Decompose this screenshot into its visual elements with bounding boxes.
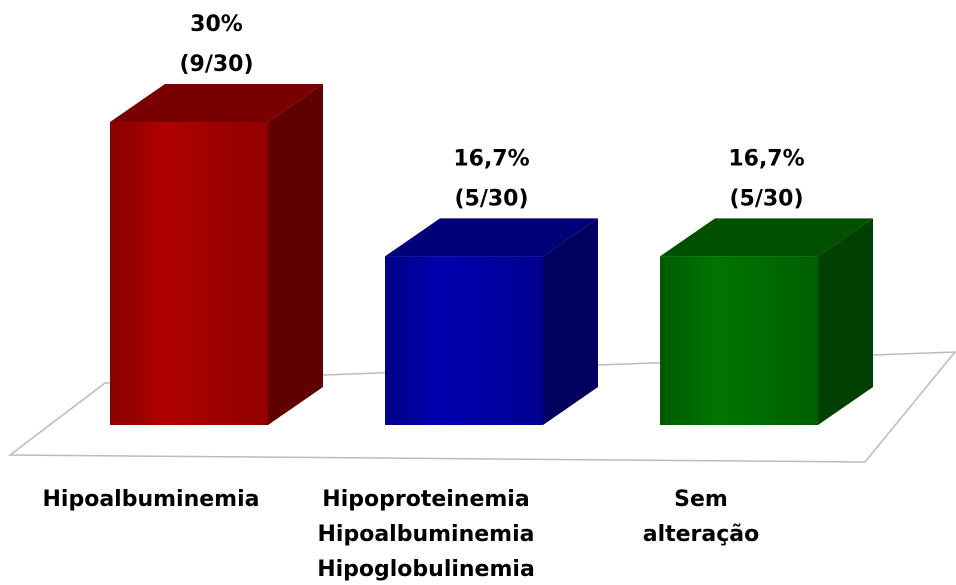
bar: [110, 122, 268, 425]
x-tick-label: Hipoalbuminemia: [318, 522, 535, 547]
value-label: 16,7%: [728, 146, 804, 171]
bar-top: [110, 84, 323, 122]
bar-side: [543, 218, 598, 425]
bar-top: [660, 218, 873, 257]
x-tick-label: Hipoglobulinemia: [317, 557, 535, 582]
x-tick-label: Sem: [674, 487, 728, 512]
bar-side: [818, 218, 873, 425]
x-tick-label: Hipoproteinemia: [322, 487, 529, 512]
value-label: (9/30): [179, 52, 253, 77]
value-label: 30%: [190, 12, 243, 37]
value-label: (5/30): [454, 186, 528, 211]
value-label: 16,7%: [453, 146, 529, 171]
bar: [385, 256, 543, 425]
bar: [660, 256, 818, 425]
x-tick-label: Hipoalbuminemia: [43, 487, 260, 512]
bar-top: [385, 218, 598, 257]
value-label: (5/30): [729, 186, 803, 211]
bar-side: [268, 84, 323, 425]
x-tick-label: alteração: [643, 522, 760, 547]
